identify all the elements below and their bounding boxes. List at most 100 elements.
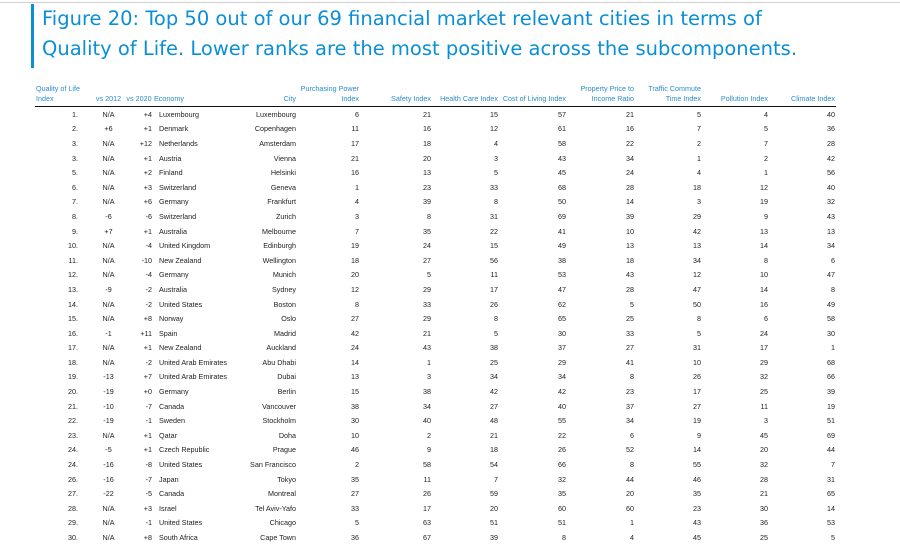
cell-property-price: 41	[626, 357, 634, 367]
cell-purchasing-power: 24	[351, 343, 359, 353]
cell-rank: 20.	[68, 387, 78, 397]
cell-pollution: 14	[760, 284, 768, 294]
cell-property-price: 6	[630, 430, 634, 440]
cell-climate: 6	[831, 255, 835, 265]
table-row: 2. +6 +1 Denmark Copenhagen 11 16 12 61 16 7 5 36	[35, 122, 836, 137]
cell-traffic-commute: 34	[693, 255, 701, 265]
cell-rank: 14.	[68, 299, 78, 309]
cell-cost-of-living: 42	[558, 387, 566, 397]
cell-safety: 29	[423, 314, 431, 324]
cell-safety: 16	[423, 124, 431, 134]
table-row: 14. N/A -2 United States Boston 8 33 26 62 5 50 16 4…	[35, 297, 836, 312]
cell-pollution: 45	[760, 430, 768, 440]
cell-health-care: 51	[490, 518, 498, 528]
cell-city: Prague	[272, 445, 296, 455]
table-row: 3. N/A +1 Austria Vienna 21 20 3 43 34 1 2 42	[35, 151, 836, 166]
cell-rank: 11.	[68, 255, 78, 265]
cell-climate: 28	[827, 138, 835, 148]
cell-traffic-commute: 35	[693, 489, 701, 499]
cell-traffic-commute: 55	[693, 460, 701, 470]
cell-health-care: 34	[490, 372, 498, 382]
cell-city: Tokyo	[277, 474, 296, 484]
cell-cost-of-living: 35	[558, 489, 566, 499]
cell-purchasing-power: 7	[355, 226, 359, 236]
cell-traffic-commute: 14	[693, 445, 701, 455]
cell-vs-2020: -4	[145, 241, 152, 251]
header-economy: Economy	[153, 84, 240, 107]
header-purchasing-power: Purchasing Power Index	[297, 84, 360, 107]
table-row: 17. N/A +1 New Zealand Auckland 24 43 38 37 27 31 1…	[35, 341, 836, 356]
cell-health-care: 11	[490, 270, 498, 280]
cell-health-care: 38	[490, 343, 498, 353]
cell-health-care: 25	[490, 357, 498, 367]
cell-safety: 33	[423, 299, 431, 309]
cell-economy: Luxembourg	[159, 109, 199, 119]
cell-climate: 14	[827, 503, 835, 513]
table-row: 6. N/A +3 Switzerland Geneva 1 23 33 68 28 18 12 40	[35, 180, 836, 195]
cell-vs-2020: -7	[145, 474, 152, 484]
cell-vs-2020: +12	[139, 138, 152, 148]
cell-property-price: 60	[626, 503, 634, 513]
cell-pollution: 25	[760, 533, 768, 543]
cell-purchasing-power: 1	[355, 182, 359, 192]
cell-traffic-commute: 45	[693, 533, 701, 543]
table-row: 24. -5 +1 Czech Republic Prague 46 9 18 26 52 14 20…	[35, 443, 836, 458]
cell-purchasing-power: 30	[351, 416, 359, 426]
top-divider	[0, 2, 900, 3]
cell-rank: 3.	[72, 138, 78, 148]
cell-pollution: 17	[760, 343, 768, 353]
cell-safety: 13	[423, 168, 431, 178]
quality-of-life-table: Quality of Life Index vs 2012 vs 2020 Econo…	[35, 84, 836, 545]
cell-vs-2020: +8	[143, 533, 152, 543]
cell-health-care: 21	[490, 430, 498, 440]
cell-health-care: 12	[490, 124, 498, 134]
cell-vs-2012: -1	[105, 328, 112, 338]
cell-health-care: 48	[490, 416, 498, 426]
cell-city: Madrid	[274, 328, 296, 338]
cell-purchasing-power: 20	[351, 270, 359, 280]
cell-cost-of-living: 49	[558, 241, 566, 251]
cell-safety: 9	[427, 445, 431, 455]
cell-health-care: 59	[490, 489, 498, 499]
table-row: 13. -9 -2 Australia Sydney 12 29 17 47 28 47 14 8	[35, 282, 836, 297]
cell-economy: Spain	[159, 328, 178, 338]
cell-pollution: 36	[760, 518, 768, 528]
cell-property-price: 23	[626, 387, 634, 397]
cell-traffic-commute: 5	[697, 109, 701, 119]
table-row: 26. -16 -7 Japan Tokyo 35 11 7 32 44 46 28 31	[35, 472, 836, 487]
cell-city: Sydney	[272, 284, 296, 294]
cell-city: Luxembourg	[256, 109, 296, 119]
cell-climate: 66	[827, 372, 835, 382]
cell-pollution: 32	[760, 460, 768, 470]
cell-cost-of-living: 61	[558, 124, 566, 134]
cell-health-care: 7	[494, 474, 498, 484]
figure-title-line-1: Figure 20: Top 50 out of our 69 financia…	[42, 7, 762, 30]
cell-vs-2012: N/A	[102, 153, 115, 163]
cell-cost-of-living: 38	[558, 255, 566, 265]
cell-rank: 8.	[72, 211, 78, 221]
cell-pollution: 29	[760, 357, 768, 367]
cell-property-price: 10	[626, 226, 634, 236]
table-row: 12. N/A -4 Germany Munich 20 5 11 53 43 12 10 47	[35, 268, 836, 283]
cell-climate: 40	[827, 182, 835, 192]
cell-safety: 1	[427, 357, 431, 367]
cell-vs-2020: +6	[143, 197, 152, 207]
cell-economy: Norway	[159, 314, 184, 324]
cell-property-price: 34	[626, 416, 634, 426]
header-vs-2020: vs 2020	[125, 84, 153, 107]
cell-cost-of-living: 26	[558, 445, 566, 455]
cell-purchasing-power: 46	[351, 445, 359, 455]
cell-safety: 43	[423, 343, 431, 353]
cell-health-care: 31	[490, 211, 498, 221]
cell-purchasing-power: 17	[351, 138, 359, 148]
cell-traffic-commute: 50	[693, 299, 701, 309]
cell-cost-of-living: 62	[558, 299, 566, 309]
cell-rank: 26.	[68, 474, 78, 484]
cell-climate: 13	[827, 226, 835, 236]
cell-pollution: 19	[760, 197, 768, 207]
cell-traffic-commute: 4	[697, 168, 701, 178]
cell-city: Zurich	[276, 211, 296, 221]
cell-pollution: 21	[760, 489, 768, 499]
cell-safety: 18	[423, 138, 431, 148]
cell-health-care: 27	[490, 401, 498, 411]
